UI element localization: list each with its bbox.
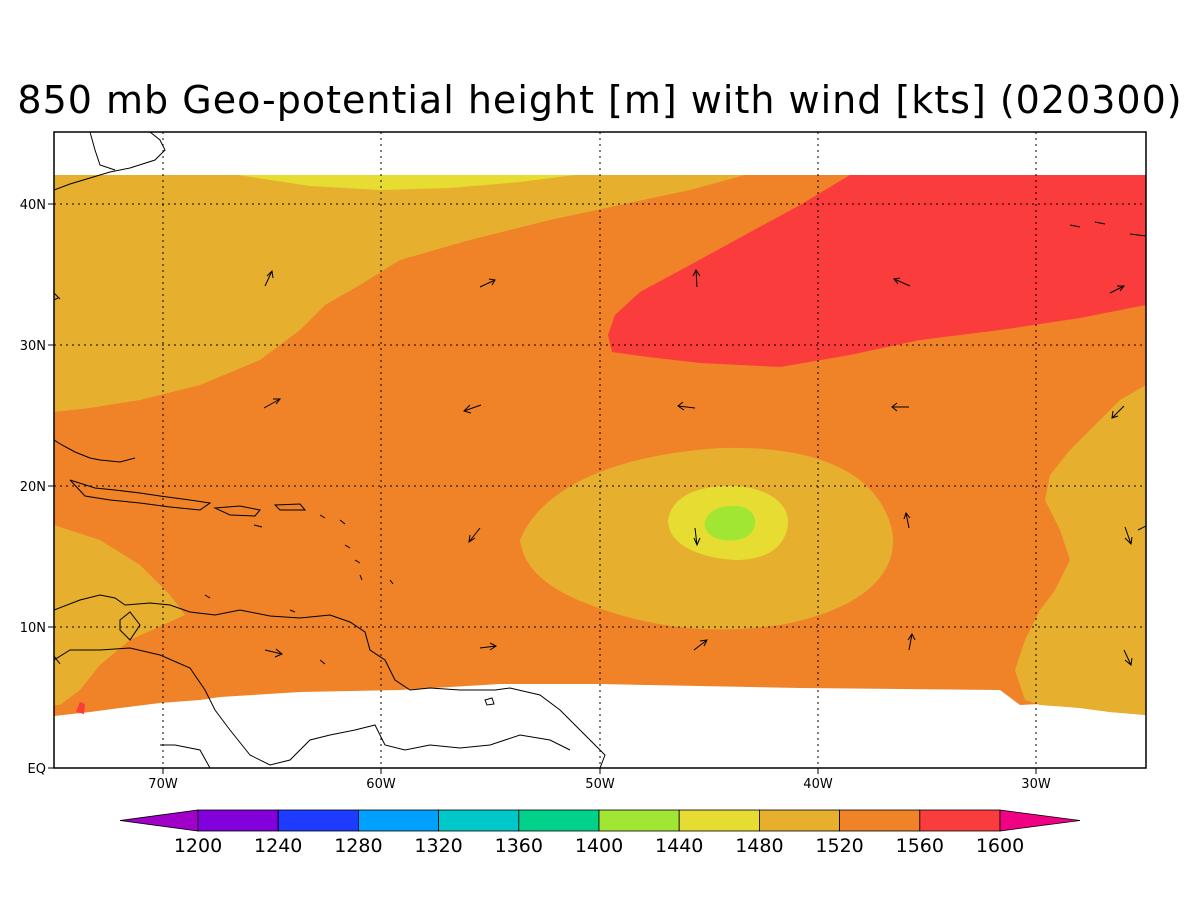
colorbar-swatch xyxy=(598,809,680,832)
colorbar-label: 1240 xyxy=(254,835,302,857)
map-title: 850 mb Geo-potential height [m] with win… xyxy=(17,78,1183,122)
lon-label-30w: 30W xyxy=(1021,777,1051,792)
colorbar-label: 1280 xyxy=(334,835,382,857)
colorbar-swatch xyxy=(839,809,921,832)
colorbar-label: 1200 xyxy=(174,835,222,857)
graticule xyxy=(54,132,1146,768)
colorbar-swatch xyxy=(197,809,279,832)
lat-label-20n: 20N xyxy=(20,480,46,495)
lat-label-10n: 10N xyxy=(20,621,46,636)
lon-label-40w: 40W xyxy=(803,777,833,792)
map-plot-area xyxy=(54,132,1146,768)
longitude-axis: 70W 60W 50W 40W 30W xyxy=(148,768,1051,792)
lat-label-eq: EQ xyxy=(28,762,46,777)
colorbar-label: 1480 xyxy=(735,835,783,857)
lon-label-70w: 70W xyxy=(148,777,178,792)
colorbar-label: 1560 xyxy=(896,835,944,857)
colorbar-swatch xyxy=(518,809,600,832)
lat-label-40n: 40N xyxy=(20,198,46,213)
height-band-1480-1520-southwest xyxy=(54,525,185,705)
latitude-axis: EQ 10N 20N 30N 40N xyxy=(20,198,54,777)
height-band-1480-1520-northwest xyxy=(54,175,745,412)
lon-label-60w: 60W xyxy=(366,777,396,792)
lat-label-30n: 30N xyxy=(20,339,46,354)
colorbar-swatch xyxy=(277,809,359,832)
height-band-1440-1480-north xyxy=(238,175,575,190)
colorbar-label: 1440 xyxy=(655,835,703,857)
height-band-1560-1600-spot xyxy=(76,702,85,714)
colorbar-arrow-high xyxy=(999,809,1081,832)
colorbar-swatch xyxy=(357,809,439,832)
colorbar-swatch xyxy=(678,809,760,832)
colorbar-arrow-low xyxy=(119,809,199,832)
colorbar-label: 1400 xyxy=(575,835,623,857)
height-band-1480-1520-east xyxy=(1015,385,1146,715)
wind-vectors xyxy=(54,269,1146,666)
colorbar-label: 1520 xyxy=(815,835,863,857)
colorbar-label: 1600 xyxy=(976,835,1024,857)
colorbar-label: 1360 xyxy=(495,835,543,857)
height-band-1400-1440 xyxy=(704,505,756,541)
colorbar-swatch xyxy=(919,809,1001,832)
colorbar: 1200 1240 1280 1320 1360 1400 1440 1480 1520 1560… xyxy=(119,809,1081,857)
coastlines xyxy=(54,132,1146,768)
colorbar-swatch xyxy=(438,809,520,832)
colorbar-label: 1320 xyxy=(414,835,462,857)
colorbar-swatch xyxy=(759,809,841,832)
height-band-1560-1600 xyxy=(608,175,1146,367)
lon-label-50w: 50W xyxy=(585,777,615,792)
